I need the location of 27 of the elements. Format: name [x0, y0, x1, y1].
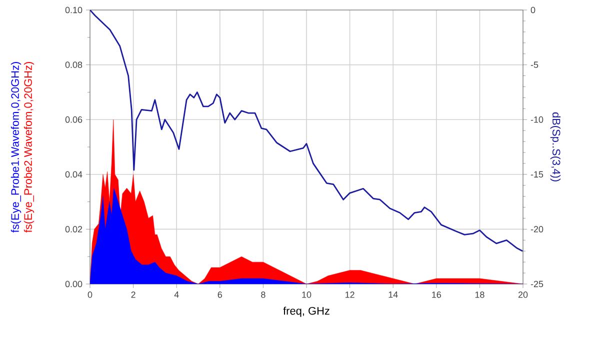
x-tick-label: 10	[302, 292, 312, 298]
y2-tick-label: -10	[530, 116, 544, 123]
y2-tick-label: -5	[530, 62, 538, 68]
x-tick-label: 20	[518, 292, 528, 298]
x-tick-label: 8	[261, 292, 266, 298]
text: fs(Eye_Probe2.Wavefom,0,20GHz)	[24, 62, 34, 233]
x-tick-label: 2	[131, 292, 136, 298]
x-tick-label: 16	[432, 292, 441, 298]
y2-tick-label: -20	[530, 226, 544, 232]
x-axis-title: freq, GHz	[283, 306, 330, 317]
y-tick-label: 0.10	[65, 6, 82, 14]
y-tick-label: 0.00	[65, 280, 82, 288]
x-tick-label: 0	[88, 292, 92, 298]
y2-tick-label: 0	[530, 6, 536, 14]
y2-tick-label: -25	[530, 280, 544, 288]
x-tick-label: 14	[388, 292, 398, 298]
x-tick-label: 18	[475, 292, 484, 298]
x-tick-label: 4	[174, 292, 179, 298]
y-tick-label: 0.08	[65, 62, 82, 68]
y2-tick-label: -15	[530, 171, 544, 178]
text: fs(Eye_Probe1.Wavefom,0,20GHz)	[10, 62, 22, 233]
y-tick-label: 0.06	[65, 116, 82, 123]
y-tick-label: 0.04	[65, 171, 82, 178]
y2-axis-title: dB(Sp..S(3,4))	[550, 112, 561, 182]
x-tick-label: 6	[218, 292, 222, 298]
x-tick-label: 12	[346, 292, 354, 298]
y-tick-label: 0.02	[65, 226, 82, 232]
